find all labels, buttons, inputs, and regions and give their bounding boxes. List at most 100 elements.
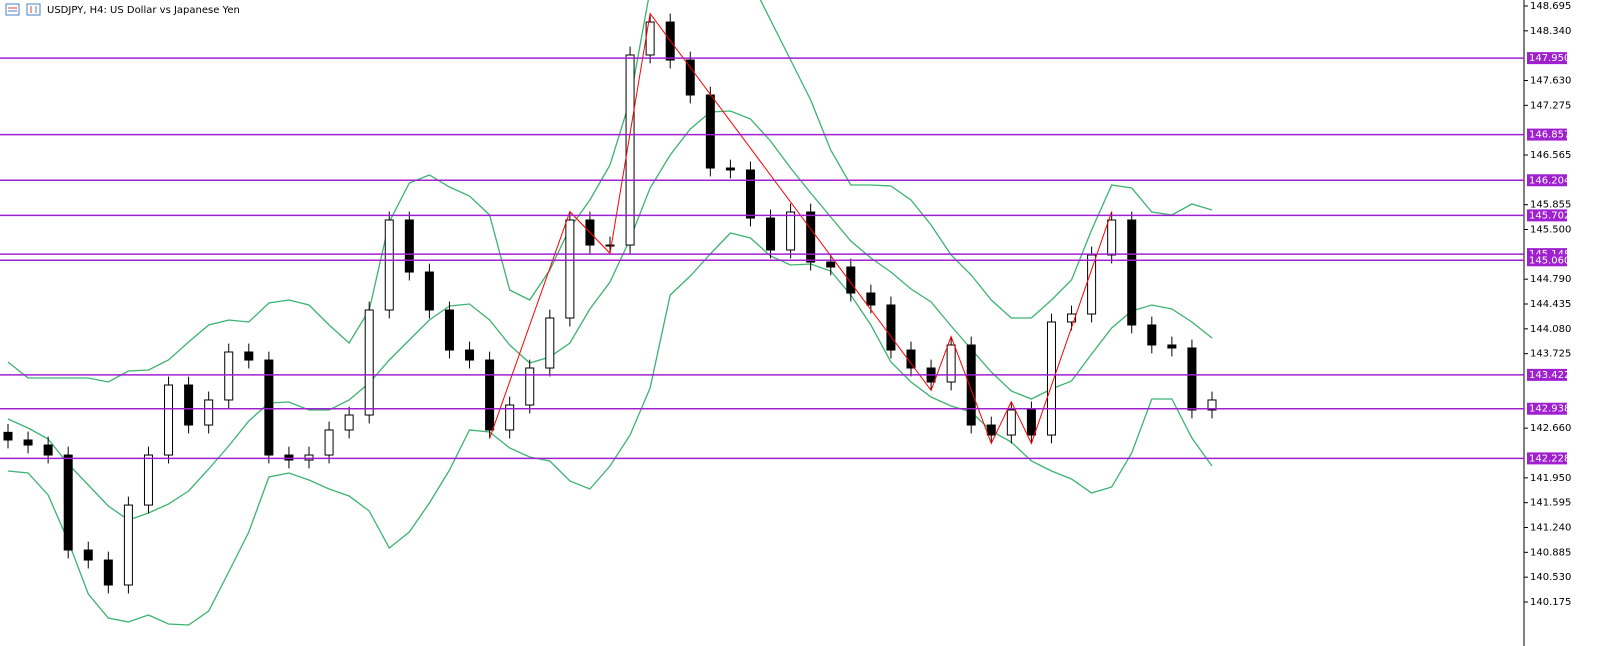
candle-body xyxy=(946,344,956,383)
y-tick-label: 146.565 xyxy=(1530,150,1571,161)
candle-body xyxy=(244,351,254,361)
candle-body xyxy=(705,94,715,169)
chart-title: USDJPY, H4: US Dollar vs Japanese Yen xyxy=(47,5,240,16)
candle-body xyxy=(685,59,695,96)
candle-body xyxy=(766,217,776,251)
candle-body xyxy=(184,384,194,426)
candle-body xyxy=(1067,313,1077,323)
candle-body xyxy=(1127,219,1137,326)
zigzag xyxy=(489,12,1113,445)
icon xyxy=(5,3,20,16)
y-tick-label: 141.595 xyxy=(1530,498,1571,509)
candle-body xyxy=(324,429,334,456)
candle-body xyxy=(545,317,555,369)
candle-body xyxy=(906,349,916,369)
level-label: 142.228 xyxy=(1529,453,1570,464)
level-label-box xyxy=(1527,452,1567,465)
candle-body xyxy=(1006,409,1016,436)
candle-body xyxy=(846,266,856,294)
candle-body xyxy=(605,244,615,247)
icon xyxy=(26,3,41,16)
y-tick-label: 145.500 xyxy=(1530,225,1571,236)
candle-body xyxy=(485,359,495,431)
y-tick-label: 144.435 xyxy=(1530,299,1571,310)
candle-body xyxy=(1147,324,1157,346)
y-tick-label: 143.725 xyxy=(1530,349,1571,360)
candle-body xyxy=(966,344,976,426)
level-label: 143.422 xyxy=(1529,370,1570,381)
candle-body xyxy=(1207,399,1217,411)
candle-body xyxy=(786,211,796,251)
level-label: 145.060 xyxy=(1529,255,1570,266)
level-label-box xyxy=(1527,52,1567,65)
candle-body xyxy=(204,399,214,426)
candle-body xyxy=(384,219,394,311)
candle-body xyxy=(304,454,314,461)
y-tick-label: 144.080 xyxy=(1530,324,1571,335)
candle-body xyxy=(164,384,174,456)
level-label: 145.702 xyxy=(1529,210,1570,221)
candle-body xyxy=(444,309,454,351)
level-label: 146.857 xyxy=(1529,130,1570,141)
candle-body xyxy=(264,359,274,456)
y-tick-label: 147.275 xyxy=(1530,100,1571,111)
level-label-box xyxy=(1527,368,1567,381)
candle-body xyxy=(63,454,73,551)
candle-body xyxy=(103,559,113,586)
candle-body xyxy=(1187,347,1197,411)
candle-body xyxy=(465,349,475,361)
y-tick-label: 140.175 xyxy=(1530,597,1571,608)
candle-body xyxy=(1087,254,1097,315)
y-tick-label: 140.885 xyxy=(1530,547,1571,558)
y-tick-label: 141.950 xyxy=(1530,473,1571,484)
y-tick-label: 145.855 xyxy=(1530,200,1571,211)
candle-body xyxy=(725,167,735,171)
candle-body xyxy=(1107,219,1117,256)
y-tick-label: 148.695 xyxy=(1530,1,1571,12)
candle-body xyxy=(424,271,434,311)
candle-body xyxy=(123,504,133,586)
level-label-box xyxy=(1527,254,1567,267)
candle-body xyxy=(364,309,374,416)
y-tick-label: 141.240 xyxy=(1530,523,1571,534)
y-tick-label: 144.790 xyxy=(1530,274,1571,285)
bollinger-band xyxy=(7,110,1213,521)
y-tick-label: 142.660 xyxy=(1530,423,1571,434)
level-label-box xyxy=(1527,402,1567,415)
candle-body xyxy=(625,54,635,246)
y-tick-label: 148.340 xyxy=(1530,26,1571,37)
candle-body xyxy=(866,292,876,306)
level-label-box xyxy=(1527,128,1567,141)
candle-body xyxy=(284,454,294,461)
y-tick-label: 140.530 xyxy=(1530,572,1571,583)
candle-body xyxy=(1026,409,1036,436)
candle-body xyxy=(1167,344,1177,349)
candle-body xyxy=(224,351,234,401)
level-label: 146.204 xyxy=(1529,175,1570,186)
plot xyxy=(3,0,1217,626)
candle-body xyxy=(505,404,515,431)
candle-body xyxy=(344,414,354,431)
candle-body xyxy=(525,367,535,406)
y-tick-label: 147.630 xyxy=(1530,76,1571,87)
level-label: 142.938 xyxy=(1529,404,1570,415)
level-label-box xyxy=(1527,174,1567,187)
candle-body xyxy=(886,304,896,351)
candle-body xyxy=(986,424,996,436)
candle-body xyxy=(745,169,755,219)
candle-body xyxy=(43,444,53,456)
candle-body xyxy=(826,261,836,268)
candle-body xyxy=(1046,321,1056,436)
candle-body xyxy=(143,454,153,506)
level-label: 147.950 xyxy=(1529,53,1570,64)
candle-body xyxy=(3,431,13,441)
bollinger-band xyxy=(7,0,1213,383)
candle-body xyxy=(404,219,414,273)
icons xyxy=(5,3,41,16)
candle-body xyxy=(806,211,816,263)
candle-body xyxy=(23,439,33,446)
level-label-box xyxy=(1527,209,1567,222)
candle-body xyxy=(83,549,93,561)
